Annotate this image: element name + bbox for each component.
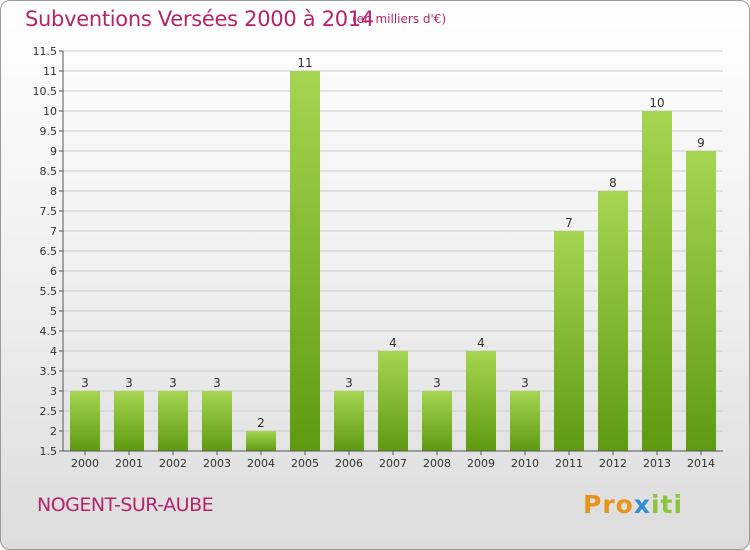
bar-2008[interactable]	[422, 391, 452, 451]
x-tick-label: 2004	[247, 457, 275, 470]
chart-unit-label: (en milliers d'€)	[352, 12, 447, 26]
bar-value-label: 7	[565, 216, 573, 230]
bar-value-label: 3	[81, 376, 89, 390]
proxiti-logo[interactable]: Proxiti	[583, 490, 683, 519]
y-tick-label: 2	[50, 425, 57, 438]
y-tick-label: 5	[50, 305, 57, 318]
logo-part-3: iti	[650, 490, 684, 519]
y-tick-label: 6	[50, 265, 57, 278]
y-tick-label: 3	[50, 385, 57, 398]
x-tick-label: 2003	[203, 457, 231, 470]
bar-2014[interactable]	[686, 151, 716, 451]
bar-2013[interactable]	[642, 111, 672, 451]
bar-value-label: 11	[297, 56, 312, 70]
bar-2005[interactable]	[290, 71, 320, 451]
bar-2009[interactable]	[466, 351, 496, 451]
chart-title: Subventions Versées 2000 à 2014	[25, 7, 374, 31]
x-tick-label: 2002	[159, 457, 187, 470]
bar-value-label: 3	[433, 376, 441, 390]
bar-value-label: 8	[609, 176, 617, 190]
y-tick-label: 4	[50, 345, 57, 358]
x-tick-label: 2009	[467, 457, 495, 470]
bar-value-label: 3	[169, 376, 177, 390]
x-tick-label: 2008	[423, 457, 451, 470]
y-tick-label: 5.5	[40, 285, 58, 298]
bar-2001[interactable]	[114, 391, 144, 451]
bar-value-label: 10	[649, 96, 664, 110]
bar-value-label: 9	[697, 136, 705, 150]
bar-value-label: 2	[257, 416, 265, 430]
bar-value-label: 4	[477, 336, 485, 350]
bar-2004[interactable]	[246, 431, 276, 451]
x-tick-label: 2005	[291, 457, 319, 470]
bar-2000[interactable]	[70, 391, 100, 451]
y-tick-label: 6.5	[40, 245, 58, 258]
commune-name: NOGENT-SUR-AUBE	[37, 494, 214, 516]
bar-2011[interactable]	[554, 231, 584, 451]
labels: 1.5 2 2.5 3 3.5 4 4.5 5 5.5 6 6.5 7 7.5 8 8.5 9 9.5 10 10.…	[33, 45, 716, 470]
x-tick-label: 2012	[599, 457, 627, 470]
logo-part-2: x	[633, 490, 651, 519]
y-tick-label: 8.5	[40, 165, 58, 178]
x-tick-label: 2011	[555, 457, 583, 470]
x-tick-label: 2006	[335, 457, 363, 470]
y-tick-label: 1.5	[40, 445, 58, 458]
bar-value-label: 3	[125, 376, 133, 390]
bar-value-label: 3	[213, 376, 221, 390]
x-tick-label: 2014	[687, 457, 715, 470]
y-tick-label: 9.5	[40, 125, 58, 138]
bar-value-label: 3	[345, 376, 353, 390]
bar-value-label: 3	[521, 376, 529, 390]
y-tick-label: 8	[50, 185, 57, 198]
bar-2003[interactable]	[202, 391, 232, 451]
y-tick-label: 10	[43, 105, 57, 118]
bar-2010[interactable]	[510, 391, 540, 451]
bar-2012[interactable]	[598, 191, 628, 451]
y-tick-label: 3.5	[40, 365, 58, 378]
logo-part-1: Pro	[583, 490, 634, 519]
x-tick-label: 2010	[511, 457, 539, 470]
y-tick-label: 11.5	[33, 45, 58, 58]
bar-2006[interactable]	[334, 391, 364, 451]
y-tick-label: 2.5	[40, 405, 58, 418]
axes	[59, 50, 723, 455]
y-tick-label: 7.5	[40, 205, 58, 218]
bar-2002[interactable]	[158, 391, 188, 451]
x-tick-label: 2007	[379, 457, 407, 470]
bars	[70, 71, 716, 451]
x-tick-label: 2013	[643, 457, 671, 470]
y-tick-label: 10.5	[33, 85, 58, 98]
y-tick-label: 7	[50, 225, 57, 238]
bar-2007[interactable]	[378, 351, 408, 451]
bar-value-label: 4	[389, 336, 397, 350]
y-tick-label: 4.5	[40, 325, 58, 338]
y-tick-label: 11	[43, 65, 57, 78]
x-tick-label: 2001	[115, 457, 143, 470]
x-tick-label: 2000	[71, 457, 99, 470]
y-tick-label: 9	[50, 145, 57, 158]
